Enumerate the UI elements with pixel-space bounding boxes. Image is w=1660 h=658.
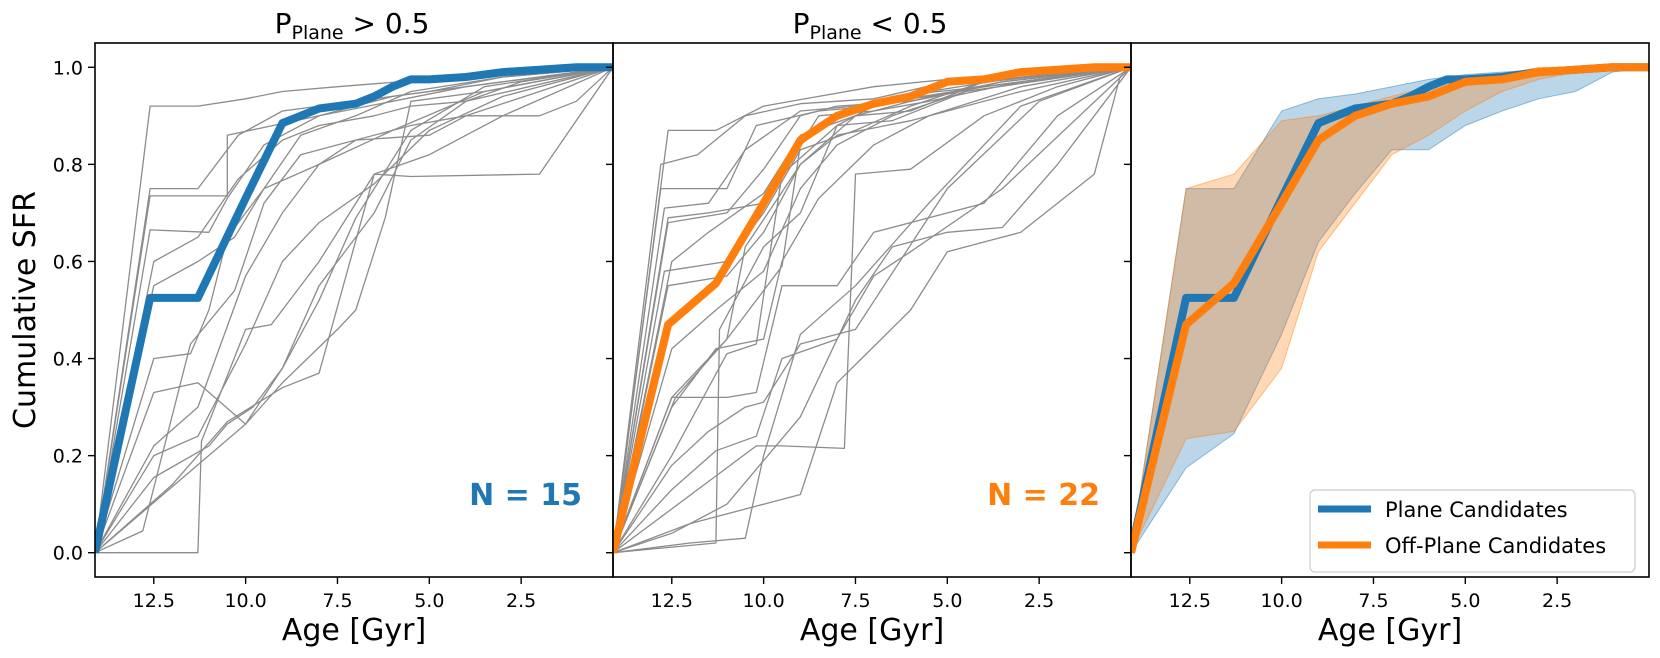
galaxy-sfh-line: [613, 66, 1131, 554]
panel-plane-high: PPlane > 0.5 12.5 10.0 7.5 5.0 2.5 0.0 0.2 0.4 0…: [53, 7, 614, 648]
y-tick-label: 0.4: [53, 349, 83, 371]
y-tick-label: 0.0: [53, 543, 83, 565]
y-tick-label: 0.2: [53, 446, 83, 468]
y-tick-label: 0.6: [53, 251, 83, 273]
legend-frame: [1309, 489, 1636, 573]
x-tick-label: 7.5: [840, 590, 870, 612]
x-axis-label: Age [Gyr]: [282, 613, 426, 648]
galaxy-sfh-line: [95, 66, 613, 553]
galaxy-sfh-line: [613, 66, 1131, 553]
galaxy-sfh-line: [613, 66, 1131, 553]
galaxy-sfh-line: [613, 66, 1131, 554]
panel-comparison: 12.5 10.0 7.5 5.0 2.5 Age [Gyr] Plane Candid…: [1124, 42, 1650, 648]
panel-title: PPlane > 0.5: [275, 7, 430, 44]
galaxy-sfh-line: [613, 66, 1131, 554]
legend: Plane Candidates Off-Plane Candidates: [1309, 489, 1636, 573]
y-tick-label: 1.0: [53, 57, 83, 79]
galaxy-sfh-line: [613, 66, 1131, 553]
panel-plane-low: PPlane < 0.5 12.5 10.0 7.5 5.0 2.5 N = 22 Ag…: [606, 7, 1132, 648]
x-tick-label: 2.5: [1024, 590, 1054, 612]
galaxy-sfh-line: [95, 66, 613, 554]
galaxy-sfh-line: [95, 66, 613, 554]
x-axis-label: Age [Gyr]: [1318, 613, 1462, 648]
galaxy-sfh-line: [95, 66, 613, 553]
y-tick-label: 0.8: [53, 154, 83, 176]
median-line-offplane: [1131, 63, 1649, 554]
x-tick-label: 7.5: [1358, 590, 1388, 612]
galaxy-sfh-line: [95, 66, 613, 553]
x-tick-label: 10.0: [1260, 590, 1302, 612]
galaxy-sfh-line: [95, 66, 613, 554]
y-axis-label: Cumulative SFR: [8, 191, 43, 429]
plot-marks: [613, 63, 1131, 554]
median-line: [95, 63, 613, 554]
x-tick-label: 12.5: [133, 590, 175, 612]
band-plane: [1131, 66, 1649, 553]
axes-frame: [1130, 42, 1650, 578]
galaxy-sfh-line: [95, 66, 613, 554]
galaxy-sfh-line: [613, 66, 1131, 554]
galaxy-sfh-line: [95, 66, 613, 553]
galaxy-sfh-line: [613, 66, 1131, 553]
plot-marks: [1131, 63, 1649, 554]
x-tick-label: 5.0: [932, 590, 962, 612]
legend-label-offplane: Off-Plane Candidates: [1385, 534, 1606, 558]
galaxy-sfh-line: [613, 66, 1131, 554]
x-tick-label: 5.0: [1450, 590, 1480, 612]
sample-count-label: N = 15: [469, 478, 582, 513]
galaxy-sfh-line: [613, 66, 1131, 553]
x-tick-label: 12.5: [1169, 590, 1211, 612]
galaxy-sfh-line: [95, 66, 613, 553]
x-axis-label: Age [Gyr]: [800, 613, 944, 648]
galaxy-sfh-line: [95, 66, 613, 554]
galaxy-sfh-line: [95, 66, 613, 554]
x-tick-label: 2.5: [1542, 590, 1572, 612]
plot-area: 12.5 10.0 7.5 5.0 2.5 0.0 0.2 0.4 0.6 0.8 1.0: [53, 42, 614, 612]
plot-area: 12.5 10.0 7.5 5.0 2.5: [1124, 42, 1650, 612]
x-tick-label: 2.5: [506, 590, 536, 612]
galaxy-sfh-line: [95, 66, 613, 554]
sample-count-label: N = 22: [987, 478, 1100, 513]
x-tick-label: 7.5: [322, 590, 352, 612]
x-tick-label: 5.0: [414, 590, 444, 612]
band-offplane: [1131, 66, 1649, 553]
galaxy-sfh-line: [95, 66, 613, 553]
x-tick-label: 10.0: [224, 590, 266, 612]
plot-marks: [95, 63, 613, 554]
galaxy-sfh-line: [613, 66, 1131, 554]
x-tick-label: 12.5: [651, 590, 693, 612]
plot-area: 12.5 10.0 7.5 5.0 2.5: [606, 42, 1132, 612]
x-tick-label: 10.0: [742, 590, 784, 612]
panel-title: PPlane < 0.5: [793, 7, 948, 44]
galaxy-sfh-line: [613, 66, 1131, 553]
median-line: [613, 63, 1131, 554]
legend-label-plane: Plane Candidates: [1385, 498, 1568, 522]
